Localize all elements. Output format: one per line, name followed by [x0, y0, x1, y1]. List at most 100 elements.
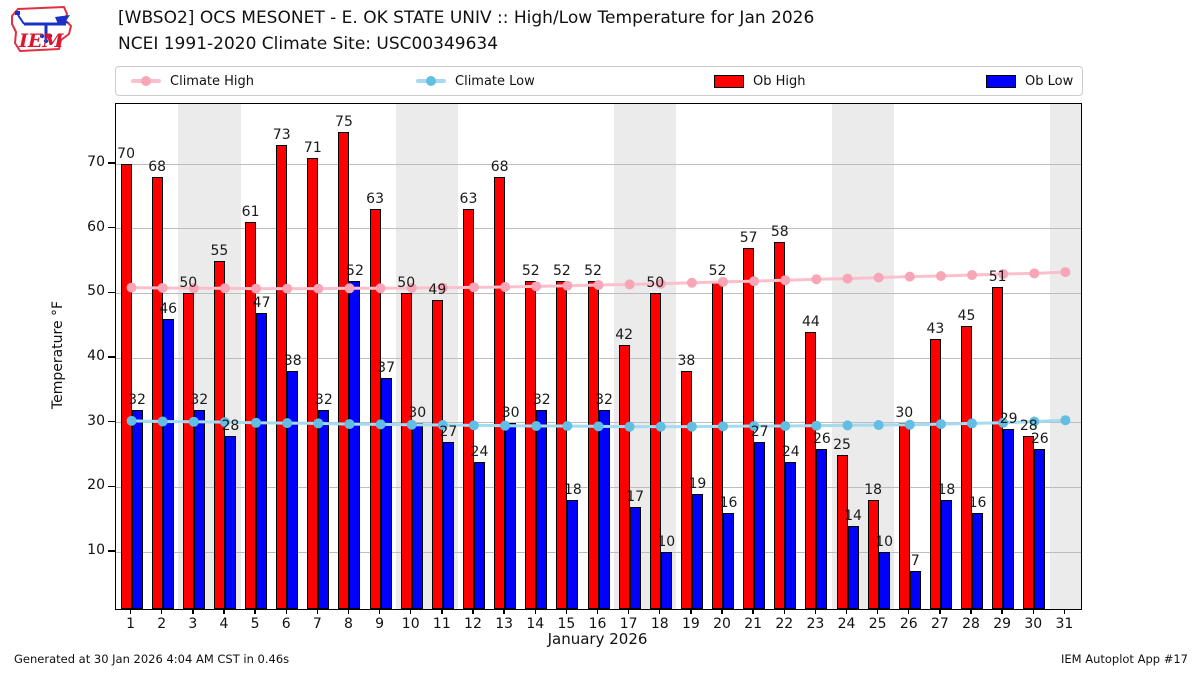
- ob-low-bar: [847, 526, 859, 609]
- climate-low-marker: [126, 415, 137, 426]
- ob-low-bar: [224, 435, 236, 609]
- ob-high-bar: [805, 332, 817, 609]
- climate-high-marker: [219, 283, 230, 294]
- climate-high-marker: [686, 277, 697, 288]
- ob-low-bar: [536, 409, 548, 609]
- x-tick-mark: [254, 609, 256, 614]
- climate-low-marker: [873, 420, 884, 431]
- climate-low-marker: [157, 416, 168, 427]
- ob-high-bar: [992, 286, 1004, 609]
- x-tick-label: 9: [375, 616, 385, 632]
- x-tick-label: 2: [157, 616, 167, 632]
- x-tick-mark: [316, 609, 319, 614]
- ob-low-value-label: 17: [626, 488, 645, 505]
- ob-high-value-label: 52: [584, 262, 602, 279]
- climate-high-marker: [780, 275, 791, 286]
- gridline: [116, 292, 1081, 294]
- y-tick-label: 10: [87, 542, 105, 559]
- ob-high-bar: [649, 293, 661, 609]
- ob-high-bar: [1023, 435, 1035, 609]
- climate-low-marker: [188, 416, 199, 427]
- y-tick-label: 30: [87, 412, 105, 429]
- ob-high-value-label: 44: [801, 314, 820, 331]
- ob-high-bar: [929, 338, 941, 609]
- ob-high-bar: [245, 222, 257, 609]
- climate-low-marker: [282, 418, 293, 429]
- y-tick-mark: [108, 162, 115, 164]
- legend: Climate High Climate Low Ob High Ob Low: [115, 66, 1083, 96]
- ob-low-bar: [878, 552, 890, 609]
- climate-high-marker: [593, 280, 604, 291]
- x-tick-mark: [347, 609, 350, 614]
- climate-high-marker: [904, 271, 915, 282]
- ob-low-value-label: 32: [532, 391, 551, 408]
- x-tick-label: 24: [837, 616, 856, 632]
- page-subtitle: NCEI 1991-2020 Climate Site: USC00349634: [118, 34, 499, 54]
- ob-low-bar: [411, 422, 423, 609]
- x-tick-label: 1: [126, 616, 136, 632]
- y-tick-mark: [108, 550, 115, 552]
- ob-low-bar: [505, 422, 517, 609]
- ob-high-value-label: 61: [241, 204, 260, 221]
- legend-label: Ob Low: [1025, 73, 1074, 89]
- ob-high-value-label: 49: [428, 281, 447, 298]
- x-tick-label: 11: [432, 616, 451, 632]
- ob-low-value-label: 18: [563, 482, 582, 499]
- ob-low-bar: [909, 571, 921, 609]
- ob-low-value-label: 19: [688, 475, 707, 492]
- ob-high-value-label: 18: [864, 482, 883, 499]
- climate-low-marker: [842, 420, 853, 431]
- ob-high-value-label: 30: [895, 404, 914, 421]
- climate-high-marker: [655, 278, 666, 289]
- iem-logo-text: IEM: [18, 30, 64, 52]
- weathervane-icon: [15, 11, 70, 44]
- ob-low-bar: [131, 409, 143, 609]
- ob-low-bar: [660, 552, 672, 609]
- ob-low-bar: [598, 409, 610, 609]
- x-tick-label: 22: [775, 616, 794, 632]
- ob-low-bar: [318, 409, 330, 609]
- ob-high-value-label: 58: [770, 223, 789, 240]
- ob-low-value-label: 30: [408, 404, 427, 421]
- y-tick-label: 40: [87, 348, 105, 365]
- climate-high-marker: [718, 276, 729, 287]
- climate-high-marker: [406, 282, 417, 293]
- x-tick-mark: [627, 609, 630, 614]
- generated-timestamp: Generated at 30 Jan 2026 4:04 AM CST in …: [14, 652, 290, 666]
- climate-high-marker: [1029, 268, 1040, 279]
- climate-high-marker: [873, 272, 884, 283]
- ob-low-bar: [567, 500, 579, 609]
- climate-high-marker: [1060, 267, 1071, 278]
- iem-logo: IEM: [11, 6, 72, 52]
- climate-low-marker: [437, 420, 448, 431]
- ob-low-value-label: 16: [719, 495, 738, 512]
- weekend-band: [1049, 104, 1081, 609]
- climate-low-marker: [219, 417, 230, 428]
- climate-high-marker: [188, 283, 199, 294]
- x-tick-mark: [939, 609, 941, 614]
- x-tick-mark: [908, 609, 910, 614]
- y-tick-label: 20: [87, 477, 105, 494]
- ob-high-value-label: 50: [646, 275, 665, 292]
- ob-high-value-label: 75: [335, 113, 353, 130]
- climate-low-marker: [935, 419, 946, 430]
- ob-high-value-label: 52: [552, 262, 571, 279]
- x-tick-label: 27: [930, 616, 949, 632]
- x-tick-mark: [472, 609, 474, 614]
- x-tick-label: 17: [619, 616, 638, 632]
- climate-high-marker: [344, 283, 355, 294]
- ob-low-bar: [629, 506, 641, 609]
- x-tick-label: 10: [401, 616, 420, 632]
- x-tick-mark: [565, 609, 568, 614]
- x-tick-mark: [721, 609, 723, 614]
- ob-low-value-label: 32: [314, 391, 333, 408]
- ob-low-value-label: 47: [252, 294, 271, 311]
- x-tick-label: 7: [312, 616, 322, 632]
- climate-low-marker: [313, 418, 324, 429]
- climate-high-marker: [251, 283, 262, 294]
- climate-high-marker: [313, 283, 324, 294]
- y-tick-label: 60: [87, 218, 105, 235]
- climate-low-line-swatch: [416, 76, 446, 86]
- legend-item-climate-low: Climate Low: [416, 67, 535, 95]
- x-tick-mark: [752, 609, 754, 614]
